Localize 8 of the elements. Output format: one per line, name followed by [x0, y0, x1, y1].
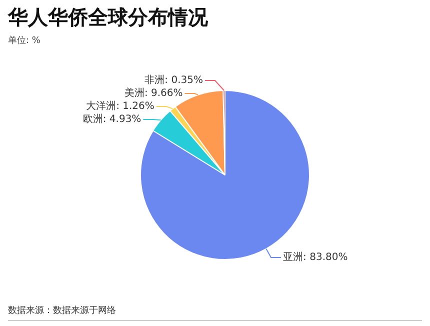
slice-label: 美洲: 9.66% [124, 87, 183, 100]
chart-subtitle: 单位: % [8, 34, 40, 47]
source-note: 数据来源：数据来源于网络 [8, 304, 422, 321]
slice-label: 欧洲: 4.93% [82, 113, 142, 126]
chart-title: 华人华侨全球分布情况 [8, 4, 208, 31]
slice-label: 非洲: 0.35% [144, 74, 203, 86]
slice-label: 大洋洲: 1.26% [86, 100, 154, 112]
slice-label: 亚洲: 83.80% [283, 251, 348, 264]
